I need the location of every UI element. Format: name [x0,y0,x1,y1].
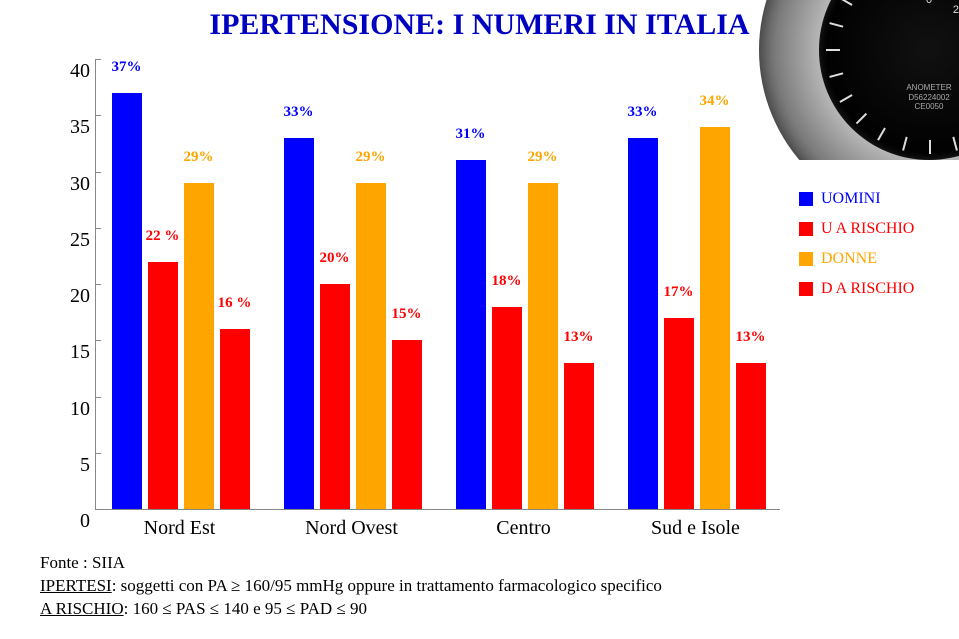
bar [148,262,178,510]
bar [528,183,558,509]
bar [628,138,658,509]
y-tick-mark [95,397,101,398]
y-tick-label: 35 [40,116,90,136]
legend-label: UOMINI [821,190,881,208]
gauge-tick [829,72,843,78]
legend-item: DONNE [799,250,939,268]
x-category-label: Nord Est [144,517,216,540]
legend-swatch [799,252,813,266]
legend-swatch [799,282,813,296]
bar-value-label: 20% [320,250,350,267]
y-tick-label: 20 [40,285,90,305]
gauge-model: D56224002 [908,93,949,102]
legend-swatch [799,192,813,206]
gauge-extra: CE0050 [915,102,944,111]
y-tick-mark [95,284,101,285]
bar [356,183,386,509]
bar [112,93,142,509]
gauge-tick [929,140,931,154]
bar-value-label: 29% [184,149,214,166]
bar-value-label: 29% [356,149,386,166]
bar-value-label: 18% [492,273,522,290]
legend-label: U A RISCHIO [821,220,914,238]
x-category-label: Nord Ovest [305,517,398,540]
bar [564,363,594,509]
legend-item: U A RISCHIO [799,220,939,238]
y-tick-mark [95,453,101,454]
page-title: IPERTENSIONE: I NUMERI IN ITALIA [0,8,959,42]
bar [736,363,766,509]
legend-label: DONNE [821,250,877,268]
footer-rischio-rest: : 160 ≤ PAS ≤ 140 e 95 ≤ PAD ≤ 90 [124,599,367,618]
gauge-tick [856,113,867,124]
bar [664,318,694,509]
gauge-number: 0 [926,0,932,6]
bar [700,127,730,510]
y-tick-label: 30 [40,173,90,193]
bar-value-label: 29% [528,149,558,166]
bar [392,340,422,509]
y-tick-label: 25 [40,229,90,249]
legend-swatch [799,222,813,236]
footer-ipertesi-label: IPERTESI [40,576,112,595]
bar-value-label: 33% [284,104,314,121]
plot-area: 37% 22 % 29% 16 % 33% 20% 29% 15% 31% 18% 29% 13% 33… [95,60,780,510]
gauge-tick [826,49,840,51]
gauge-tick [902,137,908,151]
footer-source-prefix: Fonte : [40,553,92,572]
bar-value-label: 33% [628,104,658,121]
gauge-tick [839,0,852,6]
y-tick-label: 15 [40,341,90,361]
bar [456,160,486,509]
gauge-tick [877,127,886,140]
y-tick-label: 40 [40,60,90,80]
bar-value-label: 15% [392,306,422,323]
legend-label: D A RISCHIO [821,280,914,298]
bar [320,284,350,509]
legend-item: D A RISCHIO [799,280,939,298]
bar-value-label: 31% [456,126,486,143]
gauge-brand: ANOMETER [906,83,951,92]
y-tick-mark [95,228,101,229]
legend-item: UOMINI [799,190,939,208]
footer-rischio-label: A RISCHIO [40,599,124,618]
y-tick-mark [95,172,101,173]
gauge-tick [952,137,958,151]
bar [220,329,250,509]
bar-value-label: 16 % [218,295,252,312]
bar-value-label: 13% [736,329,766,346]
bar-chart: 37% 22 % 29% 16 % 33% 20% 29% 15% 31% 18% 29% 13% 33… [40,60,780,540]
footer-source: SIIA [92,553,125,572]
title-text: IPERTENSIONE: I NUMERI IN ITALIA [209,8,749,41]
y-tick-mark [95,340,101,341]
bar [492,307,522,510]
bar-value-label: 34% [700,93,730,110]
x-category-label: Centro [496,517,550,540]
bar-value-label: 37% [112,59,142,76]
y-tick-mark [95,115,101,116]
bar-value-label: 13% [564,329,594,346]
y-tick-label: 0 [40,510,90,530]
bar [284,138,314,509]
legend: UOMINI U A RISCHIO DONNE D A RISCHIO [799,190,939,310]
y-tick-mark [95,59,101,60]
y-tick-label: 5 [40,454,90,474]
bar-value-label: 17% [664,284,694,301]
x-category-label: Sud e Isole [651,517,740,540]
gauge-tick [839,94,852,103]
bar-value-label: 22 % [146,228,180,245]
y-tick-label: 10 [40,398,90,418]
bar [184,183,214,509]
footer-ipertesi-rest: : soggetti con PA ≥ 160/95 mmHg oppure i… [112,576,662,595]
footer-text: Fonte : SIIA IPERTESI: soggetti con PA ≥… [40,552,920,621]
